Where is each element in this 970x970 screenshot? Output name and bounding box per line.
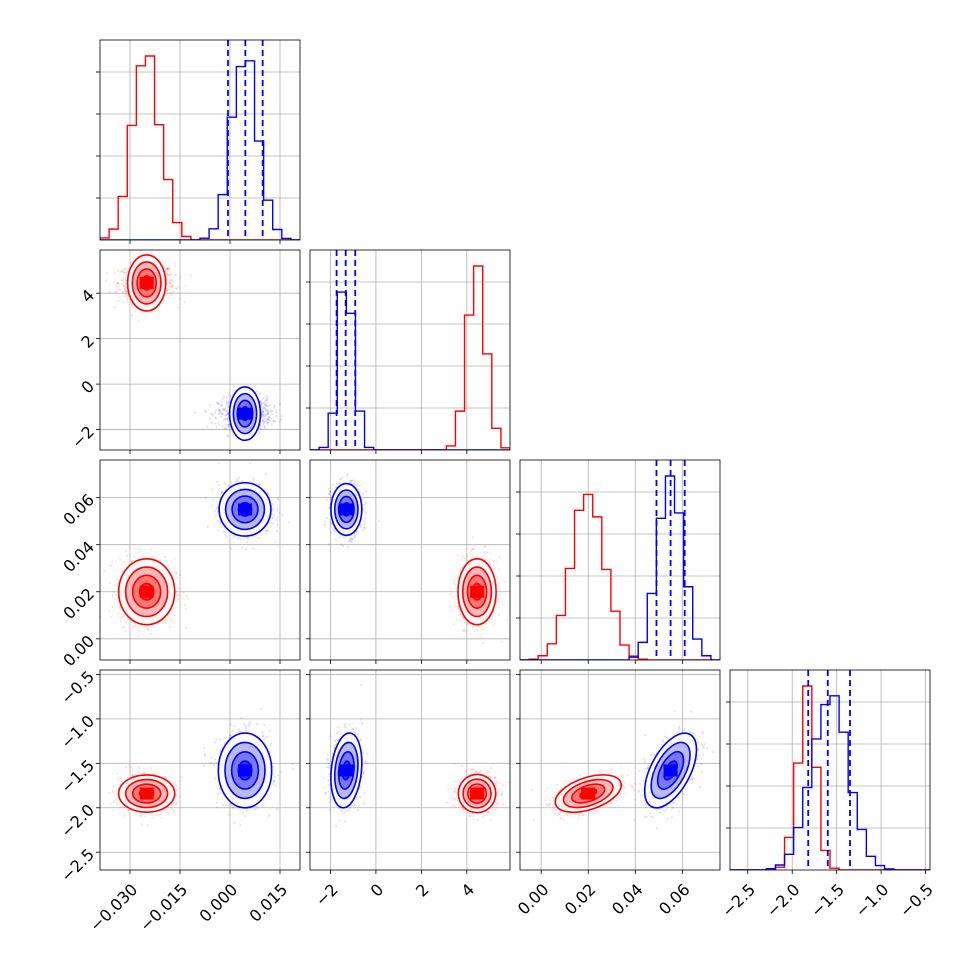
- panel-1-0: −2 0 2 4: [68, 249, 301, 454]
- density-peak-red: [139, 787, 154, 800]
- x-tick-label: 0.04: [608, 880, 647, 919]
- density-peak-blue: [238, 764, 252, 777]
- histogram-blue: [310, 291, 510, 450]
- x-tick-label: 0.06: [655, 880, 694, 919]
- x-tick-label: 0.015: [245, 880, 291, 926]
- density-peak-blue: [663, 764, 678, 777]
- x-tick-label: −2.0: [763, 880, 804, 921]
- panel-frame: [309, 249, 511, 451]
- panel-1-1: [306, 249, 511, 454]
- histogram-blue: [100, 60, 300, 240]
- density-peak-red: [470, 787, 485, 800]
- x-tick-label: −2: [312, 880, 342, 910]
- panel-frame: [519, 459, 721, 661]
- y-tick-label: 2: [77, 331, 98, 352]
- density-peak-red: [470, 585, 485, 598]
- density-peak-red: [139, 585, 154, 598]
- x-tick-label: 4: [457, 880, 478, 901]
- panel-frame: [99, 459, 301, 661]
- x-tick-label: −1.5: [807, 880, 848, 921]
- panel-frame: [309, 459, 511, 661]
- density-peak-red: [581, 787, 596, 800]
- panel-3-3: −2.5 −2.0 −1.5 −1.0 −0.5: [718, 669, 937, 921]
- density-peak-blue: [238, 503, 252, 516]
- x-tick-label: −0.015: [136, 880, 191, 935]
- histogram-blue: [520, 475, 720, 660]
- y-tick-label: 0.02: [59, 584, 98, 623]
- x-tick-label: 0.00: [514, 880, 553, 919]
- density-peak-blue: [339, 764, 354, 777]
- x-tick-label: 2: [412, 880, 433, 901]
- panel-3-2: 0.00 0.02 0.04 0.06: [514, 669, 721, 919]
- density-peak-blue: [339, 503, 354, 516]
- y-tick-label: 0.06: [59, 490, 98, 529]
- panel-3-0: −0.030−0.015 0.000 0.015 −2.5−2.0−1.5−1.0−0…: [57, 667, 301, 935]
- y-tick-label: −1.0: [57, 711, 98, 752]
- x-tick-label: −1.0: [852, 880, 893, 921]
- panel-frame: [519, 669, 721, 871]
- histogram-red: [310, 265, 510, 450]
- y-tick-label: −2: [68, 422, 98, 452]
- density-peak-blue: [238, 407, 252, 420]
- panel-2-0: 0.00 0.02 0.04 0.06: [59, 459, 301, 670]
- panel-frame: [99, 39, 301, 241]
- panel-2-2: [516, 459, 721, 664]
- y-tick-label: 0.04: [59, 537, 98, 576]
- panel-frame: [309, 669, 511, 871]
- x-tick-label: 0.02: [561, 880, 600, 919]
- y-tick-label: −2.0: [57, 800, 98, 841]
- x-tick-label: 0.000: [195, 880, 241, 926]
- y-tick-label: 0: [77, 377, 98, 398]
- density-peak-red: [139, 276, 154, 289]
- y-tick-label: 4: [77, 286, 98, 307]
- panel-3-1: −2 0 2 4: [306, 669, 511, 910]
- x-tick-label: −0.5: [896, 880, 937, 921]
- panel-frame: [99, 669, 301, 871]
- histogram-red: [520, 493, 720, 660]
- panel-frame: [729, 669, 931, 871]
- histogram-red: [100, 55, 300, 240]
- histogram-red: [730, 685, 930, 870]
- y-tick-label: −2.5: [57, 845, 98, 886]
- x-tick-label: −0.030: [86, 880, 141, 935]
- y-tick-label: 0.00: [59, 631, 98, 670]
- y-tick-label: −1.5: [57, 756, 98, 797]
- histogram-blue: [730, 695, 930, 870]
- panel-frame: [99, 249, 301, 451]
- x-tick-label: 0: [367, 880, 388, 901]
- panel-2-1: [306, 459, 511, 664]
- panel-0-0: [96, 39, 301, 244]
- x-tick-label: −2.5: [718, 880, 759, 921]
- y-tick-label: −0.5: [57, 667, 98, 708]
